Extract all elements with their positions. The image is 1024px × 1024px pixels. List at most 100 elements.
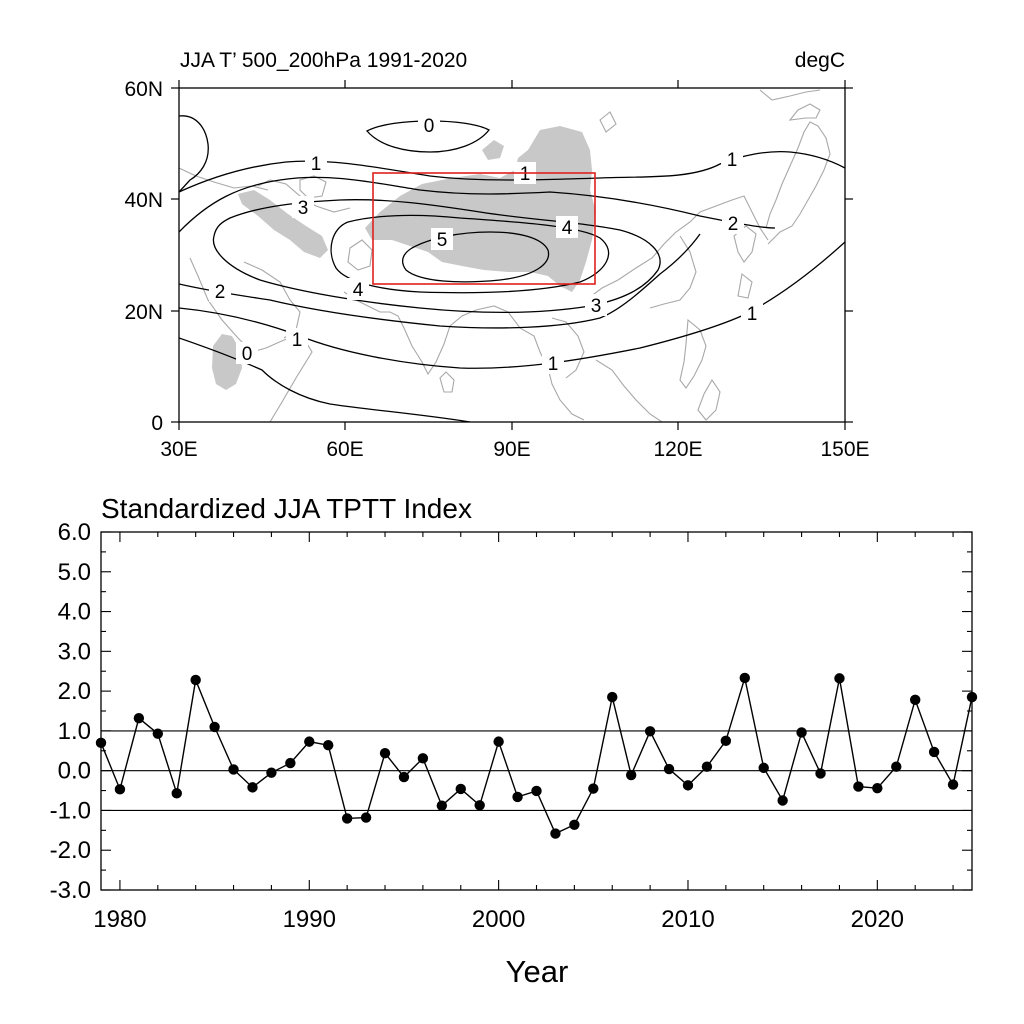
y-tick-label: -3.0 [50, 877, 91, 904]
lat-tick-label: 0 [151, 412, 163, 435]
data-point [663, 763, 675, 775]
data-point [777, 795, 788, 806]
contour-4 [330, 214, 610, 294]
lon-tick-label: 120E [653, 438, 702, 461]
timeseries-panel: Standardized JJA TPTT Index Year 6.0 5.0 4… [50, 493, 978, 989]
index-region-box [372, 172, 596, 285]
data-point [796, 727, 807, 738]
data-point [947, 779, 959, 790]
data-point [152, 728, 164, 739]
data-point [909, 694, 921, 706]
lon-tick-label: 30E [160, 438, 197, 461]
index-series-points [95, 672, 978, 839]
pamir-patch [482, 140, 504, 160]
data-point [493, 736, 504, 747]
data-point [607, 691, 618, 703]
data-point [644, 726, 656, 737]
plot-frame [100, 531, 973, 891]
contour-label: 1 [311, 154, 322, 175]
data-point [114, 784, 126, 795]
contour-label: 4 [562, 218, 573, 239]
contour-label: 1 [747, 304, 758, 325]
terrain-shading [212, 126, 596, 390]
lon-tick-label: 150E [820, 438, 869, 461]
contour-label: 0 [424, 116, 435, 137]
contour-label: 2 [215, 282, 226, 303]
tibetan-plateau [365, 126, 596, 292]
data-point [872, 782, 883, 794]
y-tick-label: -2.0 [50, 837, 91, 864]
lat-tick-label: 60N [124, 78, 163, 101]
lon-tick-label: 60E [326, 438, 363, 461]
data-point [398, 771, 410, 783]
contour-2 [179, 176, 776, 233]
y-tick-label: 4.0 [58, 599, 91, 626]
contour-0-north [365, 120, 490, 153]
ethiopian-highland [212, 334, 242, 390]
x-tick-label: 2020 [851, 906, 904, 933]
data-point [228, 764, 239, 775]
data-point [266, 767, 277, 778]
x-tick-label: 2010 [661, 906, 714, 933]
map-panel: JJA T’ 500_200hPa 1991-2020 degC [124, 49, 869, 461]
data-point [815, 768, 826, 779]
data-point [304, 736, 315, 747]
data-point [360, 812, 372, 823]
lon-tick-label: 90E [493, 438, 530, 461]
contour-label: 0 [242, 344, 253, 365]
data-point [550, 828, 561, 839]
data-point [209, 721, 220, 733]
coastlines [179, 89, 831, 422]
x-axis-label: Year [506, 954, 569, 989]
data-point [341, 813, 353, 824]
map-ticks [171, 80, 853, 430]
contour-3 [212, 199, 661, 313]
data-point [758, 762, 769, 774]
contour-label: 5 [437, 230, 448, 251]
y-tick-label: 1.0 [58, 718, 91, 745]
data-point [323, 740, 334, 751]
data-point [379, 747, 391, 759]
lat-tick-label: 20N [124, 301, 163, 324]
data-point [417, 753, 429, 764]
data-point [455, 783, 466, 795]
x-tick-label: 2000 [472, 906, 525, 933]
data-point [739, 672, 750, 684]
data-point [588, 783, 599, 794]
y-tick-label: 5.0 [58, 559, 91, 586]
data-point [834, 673, 845, 684]
y-tick-labels: 6.0 5.0 4.0 3.0 2.0 1.0 0.0 -1.0 -2.0 -3.0 [50, 519, 91, 904]
data-point [720, 735, 732, 747]
data-point [928, 746, 940, 758]
data-point [133, 712, 145, 724]
lat-tick-label: 40N [124, 189, 163, 212]
data-point [171, 788, 182, 799]
data-point [247, 782, 258, 793]
data-point [512, 791, 523, 803]
contour-label: 1 [520, 164, 531, 185]
axis-ticks [101, 531, 972, 891]
contour-label: 3 [298, 198, 309, 219]
y-tick-label: 6.0 [58, 519, 91, 546]
data-point [436, 800, 448, 811]
x-tick-label: 1990 [283, 906, 336, 933]
x-tick-labels: 1980 1990 2000 2010 2020 [93, 906, 904, 933]
contour-label: 1 [292, 330, 303, 351]
contour-1-north [179, 150, 845, 193]
contour-0-northwest [179, 115, 209, 193]
contour-label: 1 [548, 354, 559, 375]
contour-label: 2 [728, 214, 739, 235]
data-point [474, 800, 485, 811]
data-point [701, 761, 713, 772]
reference-lines [101, 730, 972, 811]
contour-label: 1 [727, 150, 738, 171]
data-point [285, 757, 296, 769]
zagros-highland [238, 190, 328, 258]
contour-0-south [179, 337, 471, 422]
data-point [531, 785, 542, 797]
map-title: JJA T’ 500_200hPa 1991-2020 [180, 49, 467, 72]
y-tick-label: 3.0 [58, 638, 91, 665]
chart-title: Standardized JJA TPTT Index [101, 493, 472, 524]
map-units: degC [795, 49, 845, 72]
